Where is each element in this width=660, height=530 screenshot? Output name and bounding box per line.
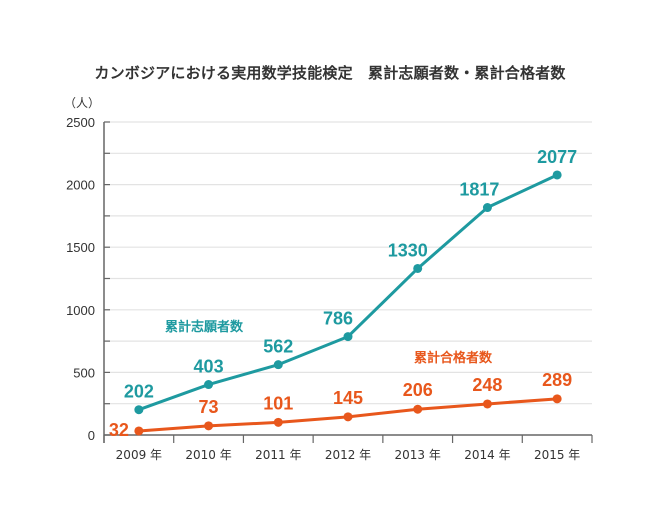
data-point xyxy=(273,417,283,427)
data-point xyxy=(482,399,492,409)
data-label: 289 xyxy=(542,370,572,390)
data-label: 786 xyxy=(323,309,353,329)
data-point xyxy=(413,404,423,414)
x-tick-labels: 2009 年 2010 年 2011 年 2012 年 2013 年 2014 年 2015… xyxy=(116,448,581,462)
y-tick-label: 2000 xyxy=(66,178,95,193)
data-point xyxy=(134,405,144,415)
data-point xyxy=(204,380,214,390)
data-label: 101 xyxy=(263,393,293,413)
chart-title: カンボジアにおける実用数学技能検定 累計志願者数・累計合格者数 xyxy=(94,64,566,82)
data-label: 32 xyxy=(109,420,129,440)
x-tick-label: 2010 年 xyxy=(185,448,231,462)
data-label: 562 xyxy=(263,337,293,357)
data-label: 1330 xyxy=(388,240,428,260)
data-point xyxy=(552,394,562,404)
y-tick-labels: 0 500 1000 1500 2000 2500 xyxy=(66,115,95,443)
y-axis-unit-label: （人） xyxy=(64,96,100,110)
data-label: 1817 xyxy=(459,180,499,200)
y-tick-label: 1500 xyxy=(66,240,95,255)
data-point xyxy=(134,426,144,436)
data-label: 202 xyxy=(124,382,154,402)
x-tick-label: 2012 年 xyxy=(325,448,371,462)
y-tick-label: 0 xyxy=(88,428,95,443)
x-tick-label: 2009 年 xyxy=(116,448,162,462)
series-label-passers: 累計合格者数 xyxy=(414,350,493,366)
y-tick-label: 500 xyxy=(73,365,95,380)
x-tick-label: 2013 年 xyxy=(395,448,441,462)
axes xyxy=(103,121,593,443)
data-label: 403 xyxy=(194,357,224,377)
data-label: 145 xyxy=(333,388,363,408)
data-label: 73 xyxy=(199,397,219,417)
y-tick-label: 1000 xyxy=(66,303,95,318)
data-point xyxy=(273,360,283,370)
y-tick-label: 2500 xyxy=(66,115,95,130)
series-group xyxy=(134,170,562,436)
data-point xyxy=(343,332,353,342)
series-label-applicants: 累計志願者数 xyxy=(165,319,244,335)
data-point xyxy=(204,421,214,431)
data-label: 2077 xyxy=(537,147,577,167)
data-point xyxy=(552,170,562,180)
data-point xyxy=(482,203,492,213)
gridlines xyxy=(104,121,592,405)
data-point xyxy=(413,263,423,273)
data-point xyxy=(343,412,353,422)
data-labels: 202 403 562 786 1330 1817 2077 32 73 101 145 206 248… xyxy=(109,147,577,440)
data-label: 206 xyxy=(403,380,433,400)
data-label: 248 xyxy=(472,375,502,395)
x-tick-label: 2011 年 xyxy=(255,448,301,462)
x-tick-label: 2015 年 xyxy=(534,448,580,462)
x-tick-label: 2014 年 xyxy=(464,448,510,462)
